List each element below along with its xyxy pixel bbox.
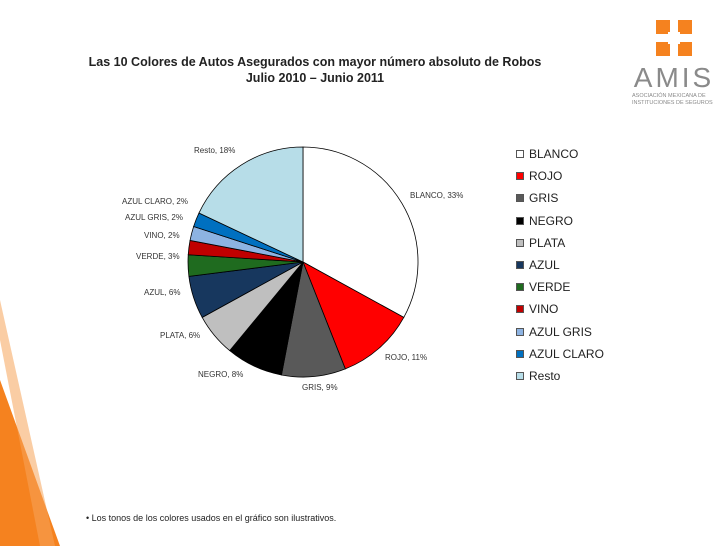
data-label-azul-claro: AZUL CLARO, 2% [122, 197, 188, 206]
legend-swatch [516, 327, 524, 336]
pie-slice-resto [198, 146, 304, 263]
legend-label: GRIS [529, 191, 559, 206]
legend-item-azul-gris: AZUL GRIS [516, 321, 604, 343]
legend-swatch [516, 194, 524, 203]
data-label-azul: AZUL, 6% [144, 288, 180, 297]
legend-swatch [516, 172, 524, 181]
pie-slice-rojo [302, 261, 405, 370]
data-label-resto: Resto, 18% [194, 146, 235, 155]
title-line-1: Las 10 Colores de Autos Asegurados con m… [88, 55, 542, 69]
data-label-verde: VERDE, 3% [136, 252, 180, 261]
data-label-plata: PLATA, 6% [160, 331, 200, 340]
legend-item-plata: PLATA [516, 232, 604, 254]
data-label-blanco: BLANCO, 33% [410, 191, 463, 200]
legend-swatch [516, 150, 524, 159]
legend-label: AZUL CLARO [529, 346, 604, 361]
legend-item-azul: AZUL [516, 254, 604, 276]
legend-item-vino: VINO [516, 298, 604, 320]
legend-label: PLATA [529, 235, 566, 250]
title-line-2: Julio 2010 – Junio 2011 [245, 71, 385, 85]
legend-swatch [516, 305, 524, 314]
legend-item-rojo: ROJO [516, 165, 604, 187]
footnote: • Los tonos de los colores usados en el … [86, 513, 337, 523]
amis-logo-icon [656, 20, 692, 56]
legend-item-gris: GRIS [516, 187, 604, 209]
data-label-gris: GRIS, 9% [302, 383, 338, 392]
legend-label: VINO [529, 302, 559, 317]
data-label-rojo: ROJO, 11% [385, 353, 427, 362]
legend-item-azul-claro: AZUL CLARO [516, 343, 604, 365]
data-label-vino: VINO, 2% [144, 231, 180, 240]
chart-legend: BLANCO ROJO GRIS NEGRO PLATA AZUL VERDE VINO AZU… [516, 143, 604, 387]
legend-label: VERDE [529, 280, 571, 295]
legend-label: BLANCO [529, 147, 579, 162]
chart-title: Las 10 Colores de Autos Asegurados con m… [60, 54, 570, 86]
legend-swatch [516, 238, 524, 247]
legend-swatch [516, 283, 524, 292]
legend-swatch [516, 261, 524, 270]
legend-label: NEGRO [529, 213, 574, 228]
legend-label: Resto [529, 368, 561, 383]
legend-swatch [516, 216, 524, 225]
data-label-negro: NEGRO, 8% [198, 370, 243, 379]
data-label-azul-gris: AZUL GRIS, 2% [125, 213, 183, 222]
legend-item-resto: Resto [516, 365, 604, 387]
logo-text: AMIS [633, 62, 715, 93]
legend-swatch [516, 349, 524, 358]
decorative-corner [0, 300, 60, 546]
legend-item-blanco: BLANCO [516, 143, 604, 165]
legend-label: AZUL GRIS [529, 324, 592, 339]
logo-subtitle: ASOCIACIÓN MEXICANA DE INSTITUCIONES DE … [632, 93, 713, 106]
legend-swatch [516, 371, 524, 380]
legend-label: ROJO [529, 169, 563, 184]
legend-label: AZUL [529, 258, 560, 273]
legend-item-verde: VERDE [516, 276, 604, 298]
pie-slice-blanco [302, 146, 419, 318]
legend-item-negro: NEGRO [516, 210, 604, 232]
